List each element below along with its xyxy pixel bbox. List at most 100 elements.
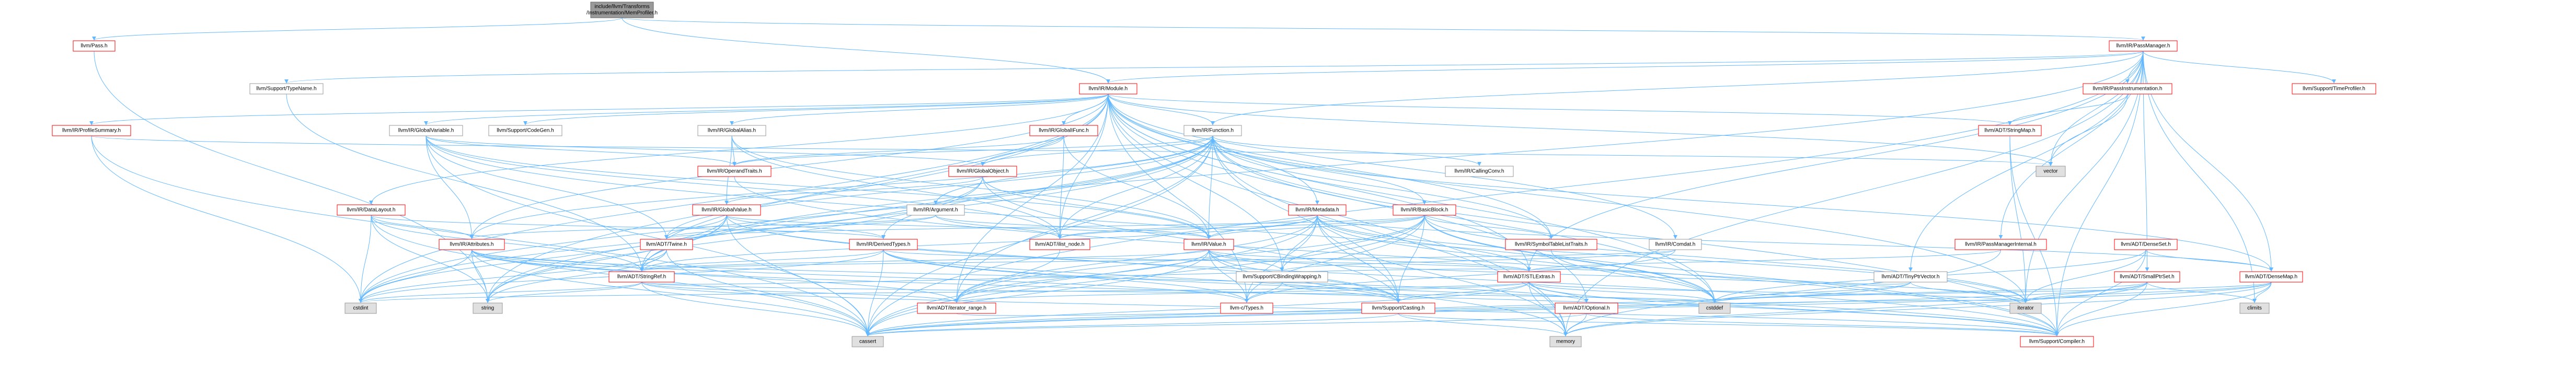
node-timeprofiler[interactable]: llvm/Support/TimeProfiler.h xyxy=(2292,83,2376,95)
edge-value-to-stlextras xyxy=(1209,249,1531,272)
edge-densetset-to-compiler xyxy=(2055,249,2146,336)
edge-module-to-comdat xyxy=(1108,94,1677,239)
node-stringref[interactable]: llvm/ADT/StringRef.h xyxy=(608,271,675,283)
node-passmanager[interactable]: llvm/IR/PassManager.h xyxy=(2109,40,2178,52)
node-value[interactable]: llvm/IR/Value.h xyxy=(1183,239,1234,250)
edge-densemap-to-climits xyxy=(2252,282,2272,303)
node-passinstrumentation[interactable]: llvm/IR/PassInstrumentation.h xyxy=(2083,83,2172,95)
node-stringmap[interactable]: llvm/ADT/StringMap.h xyxy=(1978,125,2042,136)
node-optional[interactable]: llvm/ADT/Optional.h xyxy=(1555,302,1618,314)
edge-globalalias-to-ilistnode xyxy=(731,135,1062,239)
edge-ilistnode-to-iteratorrange xyxy=(954,249,1060,303)
node-pass[interactable]: llvm/Pass.h xyxy=(73,40,116,52)
node-label-smallptrset: llvm/ADT/SmallPtrSet.h xyxy=(2120,274,2174,280)
node-root: include/llvm/Transforms/Instrumentation/… xyxy=(586,2,658,18)
edge-densetset-to-densemap xyxy=(2145,249,2273,272)
node-ilistnode[interactable]: llvm/ADT/ilist_node.h xyxy=(1029,239,1090,250)
node-twine[interactable]: llvm/ADT/Twine.h xyxy=(640,239,693,250)
node-stlextras[interactable]: llvm/ADT/STLExtras.h xyxy=(1497,271,1561,283)
node-label-metadata: llvm/IR/Metadata.h xyxy=(1295,207,1339,213)
node-box-globalifunc xyxy=(1029,125,1098,136)
node-attributes[interactable]: llvm/IR/Attributes.h xyxy=(439,239,505,250)
edge-function-to-cassert xyxy=(866,135,1213,336)
node-label-ctypes: llvm-c/Types.h xyxy=(1230,306,1263,311)
edge-globalvalue-to-cstdint xyxy=(359,215,727,303)
node-box-optional xyxy=(1555,302,1618,314)
node-iteratorrange[interactable]: llvm/ADT/iterator_range.h xyxy=(917,302,996,314)
edge-passmanagerinternal-to-stlextras xyxy=(1527,249,2001,272)
node-box-smallptrset xyxy=(2114,271,2180,283)
node-globalvalue[interactable]: llvm/IR/GlobalValue.h xyxy=(692,204,761,216)
edge-datalayout-to-stringref xyxy=(371,215,644,272)
edge-passmanager-to-timeprofiler xyxy=(2143,51,2336,84)
edge-passmanager-to-climits xyxy=(2143,51,2257,303)
node-box-typename xyxy=(249,83,324,95)
edge-stlextras-to-iteratorrange xyxy=(954,282,1530,303)
node-globalifunc[interactable]: llvm/IR/GlobalIFunc.h xyxy=(1029,125,1098,136)
node-label-symboltable: llvm/IR/SymbolTableListTraits.h xyxy=(1515,242,1588,248)
edge-argument-to-value xyxy=(935,215,1211,239)
edge-module-to-globalalias xyxy=(730,94,1109,125)
edge-passmanager-to-stringref xyxy=(639,51,2144,272)
node-smallptrset[interactable]: llvm/ADT/SmallPtrSet.h xyxy=(2114,271,2180,283)
edge-globalvalue-to-value xyxy=(726,215,1211,239)
node-profilesummary[interactable]: llvm/IR/ProfileSummary.h xyxy=(52,125,131,136)
node-densetset[interactable]: llvm/ADT/DenseSet.h xyxy=(2114,239,2178,250)
node-symboltable[interactable]: llvm/IR/SymbolTableListTraits.h xyxy=(1505,239,1597,250)
edge-function-to-stringref xyxy=(639,135,1213,272)
edge-comdat-to-stringref xyxy=(640,249,1676,272)
node-label-comdat: llvm/IR/Comdat.h xyxy=(1655,242,1696,248)
edge-module-to-attributes xyxy=(469,94,1109,239)
node-passmanagerinternal[interactable]: llvm/IR/PassManagerInternal.h xyxy=(1954,239,2047,250)
node-derivedtypes[interactable]: llvm/IR/DerivedTypes.h xyxy=(849,239,918,250)
edge-passinstrumentation-to-stringmap xyxy=(2008,94,2128,125)
node-densemap[interactable]: llvm/ADT/DenseMap.h xyxy=(2239,271,2303,283)
node-globalobject[interactable]: llvm/IR/GlobalObject.h xyxy=(948,166,1017,177)
edge-densemap-to-cstddef xyxy=(1712,282,2272,303)
node-label-compiler: llvm/Support/Compiler.h xyxy=(2029,339,2085,345)
node-label-module: llvm/IR/Module.h xyxy=(1089,86,1128,92)
node-globalalias: llvm/IR/GlobalAlias.h xyxy=(697,125,766,136)
edge-globalobject-to-value xyxy=(982,176,1211,239)
node-typename: llvm/Support/TypeName.h xyxy=(249,83,324,95)
node-label-iteratorrange: llvm/ADT/iterator_range.h xyxy=(927,306,986,311)
node-box-cstdint xyxy=(344,302,377,314)
edge-function-to-cstdint xyxy=(359,135,1213,303)
edge-function-to-attributes xyxy=(469,135,1213,239)
node-compiler[interactable]: llvm/Support/Compiler.h xyxy=(2020,336,2094,347)
node-string: string xyxy=(473,302,503,314)
node-iterator: iterator xyxy=(2009,302,2042,314)
edge-smallptrset-to-climits xyxy=(2147,282,2257,303)
node-metadata[interactable]: llvm/IR/Metadata.h xyxy=(1288,204,1347,216)
node-box-argument xyxy=(906,204,965,216)
node-ctypes[interactable]: llvm-c/Types.h xyxy=(1220,302,1273,314)
node-box-twine xyxy=(640,239,693,250)
node-datalayout[interactable]: llvm/IR/DataLayout.h xyxy=(337,204,406,216)
node-box-iteratorrange xyxy=(917,302,996,314)
node-operandtraits[interactable]: llvm/IR/OperandTraits.h xyxy=(697,166,772,177)
edge-stringref-to-compiler xyxy=(641,282,2059,336)
node-basicblock[interactable]: llvm/IR/BasicBlock.h xyxy=(1393,204,1456,216)
node-label-memory: memory xyxy=(1556,339,1575,345)
node-box-memory xyxy=(1549,336,1582,347)
edge-globalifunc-to-ilistnode xyxy=(1057,135,1064,239)
node-box-climits xyxy=(2239,302,2270,314)
edge-argument-to-twine xyxy=(664,215,936,239)
edge-basicblock-to-twine xyxy=(664,215,1425,239)
node-box-symboltable xyxy=(1505,239,1597,250)
node-box-passmanager xyxy=(2109,40,2178,52)
node-casting[interactable]: llvm/Support/Casting.h xyxy=(1361,302,1435,314)
node-function: llvm/IR/Function.h xyxy=(1183,125,1242,136)
edge-derivedtypes-to-casting xyxy=(883,249,1400,303)
node-climits: climits xyxy=(2239,302,2270,314)
node-module[interactable]: llvm/IR/Module.h xyxy=(1079,83,1137,95)
node-label-basicblock: llvm/IR/BasicBlock.h xyxy=(1401,207,1448,213)
node-box-cstddef xyxy=(1698,302,1731,314)
node-box-stringmap xyxy=(1978,125,2042,136)
node-box-operandtraits xyxy=(697,166,772,177)
edge-basicblock-to-ilistnode xyxy=(1057,215,1425,239)
edge-smallptrset-to-compiler xyxy=(2055,282,2147,336)
edge-value-to-ctypes xyxy=(1209,249,1249,303)
node-box-profilesummary xyxy=(52,125,131,136)
nodes-layer: include/llvm/Transforms/Instrumentation/… xyxy=(52,2,2376,347)
